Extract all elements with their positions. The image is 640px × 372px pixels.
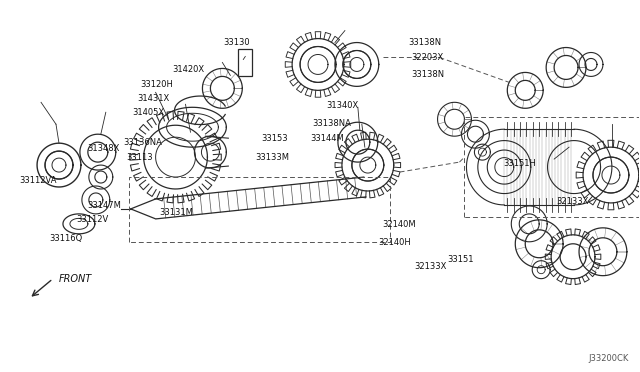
Text: 32203X: 32203X (411, 52, 444, 61)
Text: 33113: 33113 (126, 153, 153, 162)
Text: 31348X: 31348X (87, 144, 120, 153)
Text: 33144M: 33144M (310, 134, 344, 143)
Text: 32133X: 32133X (414, 262, 447, 271)
Text: 33136NA: 33136NA (124, 138, 163, 147)
Text: 32140M: 32140M (383, 221, 416, 230)
Text: 33133M: 33133M (255, 153, 289, 161)
Text: 33112VA: 33112VA (19, 176, 56, 185)
Text: 31340X: 31340X (326, 101, 358, 110)
Text: 31420X: 31420X (172, 65, 204, 74)
Text: J33200CK: J33200CK (588, 355, 629, 363)
Text: 32140H: 32140H (379, 238, 412, 247)
Text: 33131M: 33131M (159, 208, 193, 217)
Text: 31431X: 31431X (137, 94, 169, 103)
Text: 32133X: 32133X (556, 197, 588, 206)
Text: 33147M: 33147M (87, 201, 121, 210)
Bar (238, 48, 252, 76)
Text: 33153: 33153 (261, 134, 288, 143)
Text: 33130: 33130 (223, 38, 250, 47)
Text: 33151H: 33151H (504, 159, 536, 168)
Text: 33138NA: 33138NA (312, 119, 351, 128)
Text: FRONT: FRONT (59, 274, 92, 283)
Text: 33112V: 33112V (76, 215, 109, 224)
Text: 33151: 33151 (447, 254, 474, 263)
Text: 33116Q: 33116Q (49, 234, 83, 244)
Text: 33138N: 33138N (408, 38, 441, 47)
Text: 31405X: 31405X (132, 109, 164, 118)
Text: 33138N: 33138N (411, 70, 444, 79)
Text: 33120H: 33120H (140, 80, 173, 89)
